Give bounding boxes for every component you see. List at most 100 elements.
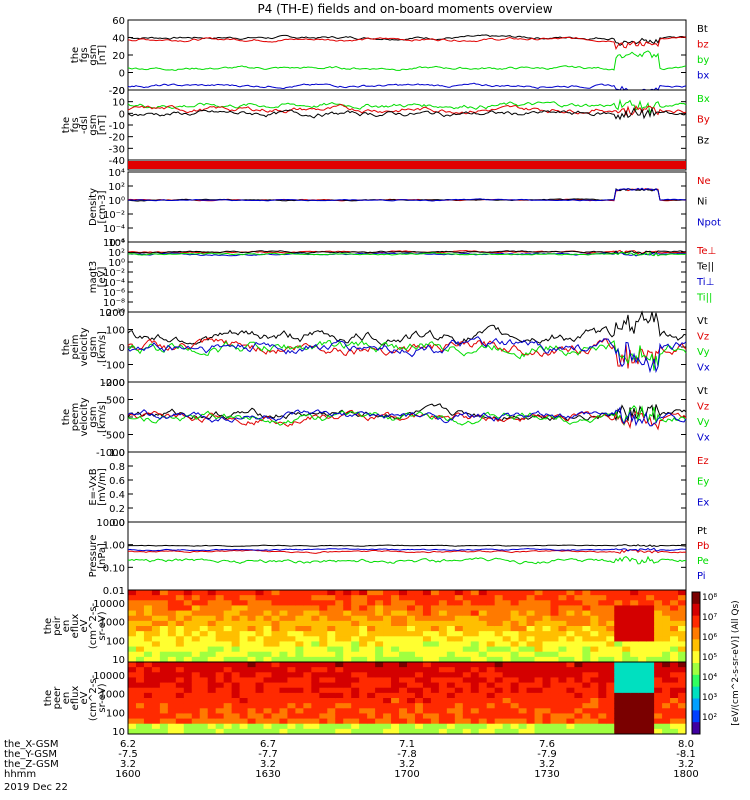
heatmap-cell: [638, 631, 647, 637]
heatmap-cell: [518, 641, 528, 648]
heatmap-cell: [247, 698, 257, 704]
heatmap-cell: [295, 631, 304, 637]
heatmap-cell: [335, 692, 344, 699]
heatmap-cell: [223, 626, 233, 632]
heatmap-cell: [518, 708, 528, 714]
tick-label: 1.00: [103, 541, 125, 552]
heatmap-cell: [207, 677, 217, 684]
heatmap-cell: [494, 636, 504, 642]
heatmap-cell: [183, 610, 193, 617]
heatmap-cell: [574, 620, 583, 627]
heatmap-cell: [478, 595, 488, 601]
tick-label: 0.0: [109, 518, 125, 529]
heatmap-cell: [470, 615, 480, 622]
heatmap-cell: [327, 651, 336, 658]
heatmap-cell: [638, 615, 647, 622]
tick-label: 200: [106, 308, 125, 319]
heatmap-cell: [550, 641, 559, 648]
heatmap-cell: [135, 692, 145, 699]
heatmap-cell: [247, 687, 257, 694]
heatmap-cell: [263, 667, 272, 673]
tick-label: 1000: [100, 690, 125, 701]
heatmap-cell: [454, 723, 464, 730]
heatmap-cell: [175, 682, 185, 689]
heatmap-cell: [231, 636, 241, 642]
heatmap-cell: [239, 590, 249, 596]
colorbar-cell: [692, 674, 700, 688]
heatmap-cell: [151, 723, 161, 730]
heatmap-cell: [606, 708, 615, 714]
heatmap-cell: [478, 713, 488, 720]
heatmap-cell: [478, 682, 488, 689]
heatmap-cell: [630, 651, 639, 658]
legend-Ti⊥: Ti⊥: [696, 277, 714, 288]
heatmap-cell: [638, 626, 647, 632]
heatmap-cell: [327, 641, 336, 648]
heatmap-cell: [518, 672, 528, 678]
heatmap-cell: [446, 605, 456, 612]
heatmap-cell: [303, 672, 312, 678]
heatmap-cell: [574, 682, 583, 689]
heatmap-cell: [438, 698, 448, 704]
heatmap-cell: [207, 687, 217, 694]
heatmap-cell: [359, 713, 368, 720]
heatmap-cell: [558, 728, 567, 735]
heatmap-cell: [327, 713, 336, 720]
heatmap-cell: [654, 672, 663, 678]
heatmap-cell: [446, 682, 456, 689]
heatmap-cell: [550, 713, 559, 720]
heatmap-cell: [271, 713, 280, 720]
heatmap-cell: [327, 728, 336, 735]
heatmap-cell: [486, 605, 496, 612]
heatmap-cell: [526, 713, 536, 720]
heatmap-cell: [311, 677, 320, 684]
tick-label: 0: [119, 69, 125, 80]
heatmap-cell: [454, 728, 464, 735]
legend-bz: bz: [697, 40, 709, 51]
ylabel-line: fgs: [79, 47, 90, 62]
heatmap-cell: [542, 600, 551, 606]
heatmap-cell: [183, 626, 193, 632]
heatmap-cell: [295, 641, 304, 648]
heatmap-cell: [414, 641, 424, 648]
heatmap-cell: [550, 656, 559, 663]
heatmap-cell: [207, 615, 217, 622]
heatmap-cell: [430, 698, 440, 704]
heatmap-cell: [399, 636, 408, 642]
heatmap-cell: [638, 687, 647, 694]
heatmap-cell: [494, 662, 504, 668]
heatmap-cell: [422, 718, 432, 725]
heatmap-cell: [207, 698, 217, 704]
heatmap-cell: [128, 662, 137, 668]
heatmap-cell: [662, 605, 671, 612]
xaxis-value: 1600: [115, 769, 140, 780]
heatmap-cell: [534, 723, 544, 730]
heatmap-cell: [231, 646, 241, 653]
heatmap-cell: [151, 590, 161, 596]
heatmap-cell: [287, 723, 296, 730]
heatmap-cell: [486, 651, 496, 658]
heatmap-cell: [303, 708, 312, 714]
heatmap-cell: [542, 703, 551, 709]
heatmap-cell: [550, 667, 559, 673]
xaxis-value: 8.0: [678, 739, 694, 750]
heatmap-cell: [191, 615, 201, 622]
heatmap-cell: [534, 631, 544, 637]
heatmap-cell: [566, 723, 575, 730]
heatmap-cell: [558, 595, 567, 601]
heatmap-cell: [614, 713, 623, 720]
tick-label: 40: [112, 34, 125, 45]
heatmap-cell: [359, 687, 368, 694]
heatmap-cell: [167, 687, 177, 694]
heatmap-cell: [143, 692, 153, 699]
heatmap-cell: [247, 595, 257, 601]
heatmap-cell: [446, 620, 456, 627]
heatmap-cell: [646, 626, 655, 632]
heatmap-cell: [287, 692, 296, 699]
ylabel-line: gsm: [88, 406, 99, 427]
heatmap-cell: [582, 615, 591, 622]
series-line: [127, 188, 687, 202]
heatmap-cell: [670, 651, 679, 658]
heatmap-cell: [486, 708, 496, 714]
